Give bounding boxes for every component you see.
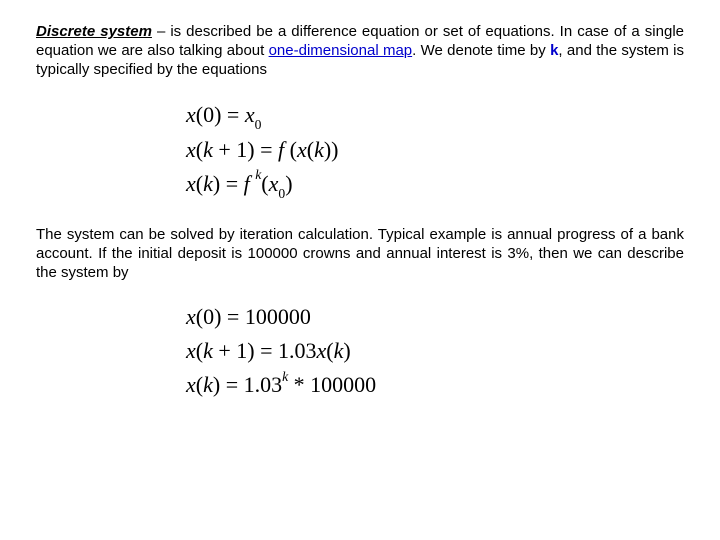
eq-sym: x	[317, 338, 327, 363]
eq-sym: (0)	[196, 304, 222, 329]
eq-sym: )	[343, 338, 350, 363]
eq-subscript: 0	[255, 117, 262, 132]
eq-sym: + 1)	[213, 338, 255, 363]
eq-sym: (	[326, 338, 333, 363]
paragraph-2: The system can be solved by iteration ca…	[36, 225, 684, 283]
eq-sym: ))	[324, 137, 339, 162]
eq-sym: (	[196, 171, 203, 196]
eq-subscript: 0	[278, 186, 285, 201]
eq-sym: k	[203, 372, 213, 397]
eq-sym: (	[261, 171, 268, 196]
eq-sym: (	[284, 137, 297, 162]
eq-number: 1.03	[244, 372, 283, 397]
document-page: Discrete system – is described be a diff…	[0, 0, 720, 403]
eq-op: =	[221, 102, 244, 127]
eq-op: =	[220, 372, 243, 397]
eq-number: * 100000	[288, 372, 376, 397]
eq-sym: (	[196, 137, 203, 162]
eq-sym: (0)	[196, 102, 222, 127]
eq-sym: k	[203, 171, 213, 196]
eq-sym: (	[196, 338, 203, 363]
eq-sym: x	[186, 304, 196, 329]
eq-sym: x	[186, 137, 196, 162]
eq-sym: x	[186, 102, 196, 127]
paragraph-1: Discrete system – is described be a diff…	[36, 22, 684, 80]
eq-sym: x	[186, 372, 196, 397]
equation-2-1: x(0) = 100000	[186, 300, 684, 334]
eq-superscript: k	[255, 167, 261, 182]
eq-sym: k	[314, 137, 324, 162]
term-discrete-system: Discrete system	[36, 23, 152, 40]
eq-op: =	[221, 304, 244, 329]
eq-sym: )	[285, 171, 292, 196]
eq-sym: f	[244, 171, 250, 196]
equation-block-2: x(0) = 100000 x(k + 1) = 1.03x(k) x(k) =…	[186, 300, 684, 402]
equation-1-1: x(0) = x0	[186, 98, 684, 134]
eq-number: 100000	[245, 304, 311, 329]
eq-op: =	[220, 171, 243, 196]
link-one-dimensional-map[interactable]: one-dimensional map	[269, 42, 413, 59]
eq-sym: x	[245, 102, 255, 127]
eq-op: =	[255, 137, 278, 162]
equation-1-2: x(k + 1) = f (x(k))	[186, 133, 684, 167]
eq-sym: k	[203, 338, 213, 363]
equation-block-1: x(0) = x0 x(k + 1) = f (x(k)) x(k) = f k…	[186, 98, 684, 203]
equation-2-2: x(k + 1) = 1.03x(k)	[186, 334, 684, 368]
p1-text-b: . We denote time by	[412, 42, 550, 59]
eq-sym: k	[203, 137, 213, 162]
eq-sym: (	[196, 372, 203, 397]
eq-sym: + 1)	[213, 137, 255, 162]
equation-2-3: x(k) = 1.03k * 100000	[186, 368, 684, 402]
eq-sym: k	[334, 338, 344, 363]
eq-sym: (	[307, 137, 314, 162]
eq-sym: x	[269, 171, 279, 196]
eq-sym: x	[186, 338, 196, 363]
eq-number: 1.03	[278, 338, 317, 363]
eq-op: =	[255, 338, 278, 363]
eq-superscript: k	[282, 369, 288, 384]
equation-1-3: x(k) = f k(x0)	[186, 167, 684, 203]
eq-sym: x	[297, 137, 307, 162]
eq-sym: x	[186, 171, 196, 196]
